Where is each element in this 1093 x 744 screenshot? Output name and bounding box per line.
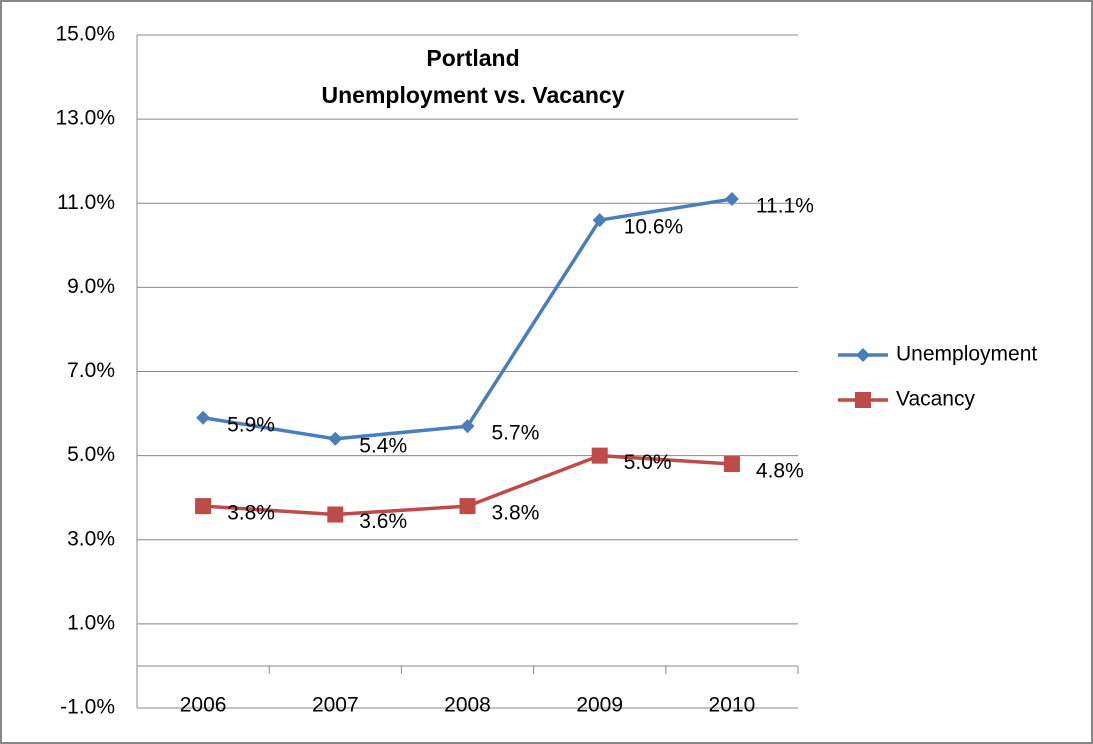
y-tick-label: -1.0% (60, 696, 115, 719)
data-label: 5.4% (359, 434, 407, 457)
data-label: 3.6% (359, 510, 407, 533)
data-label: 3.8% (227, 502, 275, 525)
chart-title: Unemployment vs. Vacancy (322, 82, 625, 108)
y-tick-label: 7.0% (67, 359, 115, 382)
data-point (328, 431, 343, 446)
legend-marker (856, 348, 870, 362)
x-tick-label: 2006 (180, 694, 227, 717)
data-point (591, 447, 608, 464)
x-tick-label: 2009 (576, 694, 623, 717)
data-point (196, 410, 211, 425)
data-point (327, 506, 344, 523)
data-point (459, 498, 476, 515)
y-tick-label: 9.0% (67, 275, 115, 298)
y-tick-label: 3.0% (67, 527, 115, 550)
y-tick-label: 1.0% (67, 611, 115, 634)
data-label: 11.1% (756, 195, 814, 218)
data-point (195, 498, 212, 515)
x-tick-label: 2010 (709, 694, 756, 717)
data-label: 4.8% (756, 460, 804, 483)
data-label: 3.8% (492, 502, 540, 525)
data-point (724, 192, 739, 207)
y-tick-label: 15.0% (55, 23, 115, 46)
x-tick-label: 2008 (444, 694, 491, 717)
data-label: 5.7% (492, 422, 540, 445)
chart-title: Portland (426, 45, 519, 71)
legend-label: Vacancy (896, 388, 975, 411)
x-tick-label: 2007 (312, 694, 359, 717)
data-point (592, 213, 607, 228)
y-tick-label: 5.0% (67, 443, 115, 466)
data-label: 10.6% (624, 216, 684, 239)
y-tick-label: 13.0% (55, 107, 115, 130)
y-tick-label: 11.0% (57, 191, 115, 214)
legend-marker (855, 392, 871, 408)
data-label: 5.9% (227, 413, 275, 436)
data-label: 5.0% (624, 451, 672, 474)
legend-label: Unemployment (896, 343, 1037, 366)
data-point (723, 456, 740, 473)
data-point (460, 419, 475, 434)
